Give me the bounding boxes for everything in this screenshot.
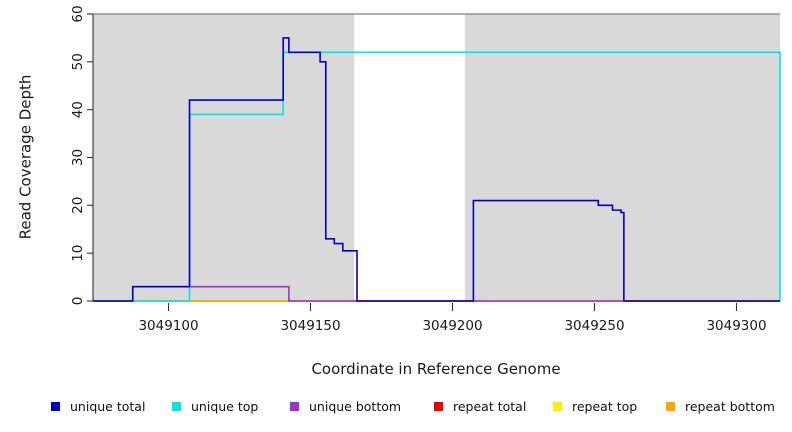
y-tick-label-20: 20 — [70, 197, 86, 214]
legend-label-unique-total: unique total — [70, 399, 145, 414]
legend-swatch-unique-total — [51, 402, 60, 411]
series-unique-total — [93, 37, 780, 302]
legend-item-repeat-top[interactable]: repeat top — [553, 399, 637, 414]
shaded-region-left — [93, 14, 355, 301]
legend-label-repeat-bottom: repeat bottom — [685, 399, 775, 414]
legend-swatch-unique-top — [172, 402, 181, 411]
legend-label-unique-bottom: unique bottom — [309, 399, 401, 414]
x-axis-tick-labels: 3049100 3049150 3049200 3049250 3049300 — [138, 318, 766, 334]
shaded-region-right — [464, 14, 780, 301]
legend-label-repeat-top: repeat top — [572, 399, 637, 414]
legend-label-repeat-total: repeat total — [453, 399, 526, 414]
legend-swatch-repeat-top — [553, 402, 562, 411]
y-tick-label-30: 30 — [70, 149, 86, 166]
series-unique-top — [93, 51, 781, 302]
legend-item-repeat-total[interactable]: repeat total — [434, 399, 526, 414]
x-tick-label-3049250: 3049250 — [564, 318, 624, 334]
y-axis-tick-labels: 0 10 20 30 40 50 60 — [70, 5, 86, 305]
chart-legend: unique total unique top unique bottom re… — [51, 399, 775, 414]
y-axis-ticks — [87, 13, 93, 302]
y-tick-label-10: 10 — [70, 245, 86, 262]
x-tick-label-3049300: 3049300 — [706, 318, 766, 334]
x-axis: 3049100 3049150 3049200 3049250 3049300 … — [138, 303, 767, 378]
legend-item-unique-top[interactable]: unique top — [172, 399, 258, 414]
x-axis-title: Coordinate in Reference Genome — [311, 360, 560, 378]
legend-item-unique-bottom[interactable]: unique bottom — [290, 399, 401, 414]
legend-swatch-repeat-bottom — [666, 402, 675, 411]
legend-item-repeat-bottom[interactable]: repeat bottom — [666, 399, 775, 414]
legend-swatch-repeat-total — [434, 402, 443, 411]
x-tick-label-3049200: 3049200 — [422, 318, 482, 334]
series-group — [93, 37, 781, 302]
legend-label-unique-top: unique top — [191, 399, 258, 414]
y-axis: 0 10 20 30 40 50 60 Read Coverage Depth — [17, 5, 94, 305]
legend-swatch-unique-bottom — [290, 402, 299, 411]
y-axis-title: Read Coverage Depth — [17, 75, 35, 240]
x-tick-label-3049150: 3049150 — [280, 318, 340, 334]
legend-item-unique-total[interactable]: unique total — [51, 399, 145, 414]
shaded-region-group — [93, 14, 780, 301]
y-tick-label-40: 40 — [70, 101, 86, 118]
x-tick-label-3049100: 3049100 — [138, 318, 198, 334]
x-axis-ticks — [167, 303, 738, 311]
y-tick-label-50: 50 — [70, 53, 86, 70]
y-tick-label-60: 60 — [70, 5, 86, 22]
y-tick-label-0: 0 — [70, 297, 86, 306]
